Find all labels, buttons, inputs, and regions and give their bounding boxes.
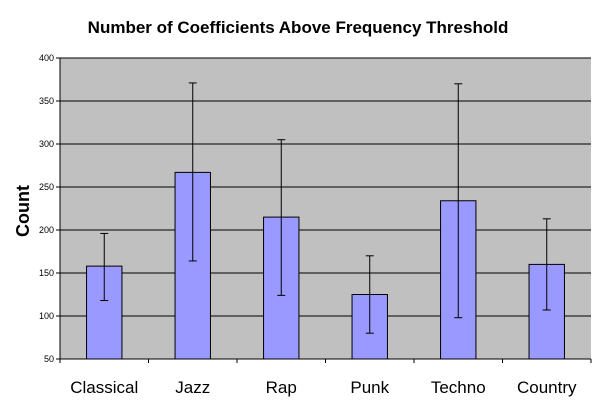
gridlines [60, 57, 591, 317]
error-bar-punk [365, 255, 374, 334]
plot-area [60, 58, 591, 359]
error-bar-techno [454, 83, 463, 319]
x-tick-label-rap: Rap [266, 378, 297, 397]
x-tick-label-classical: Classical [70, 378, 138, 397]
error-bar-rap [277, 139, 286, 296]
y-tick-label: 50 [44, 354, 54, 364]
y-tick-label: 300 [39, 139, 54, 149]
x-tick-labels: Classical Jazz Rap Punk Techno Country [70, 378, 577, 397]
y-axis-label: Count [13, 185, 33, 237]
error-bars [100, 82, 551, 334]
axes [56, 57, 592, 363]
y-tick-label: 150 [39, 268, 54, 278]
y-tick-label: 400 [39, 53, 54, 63]
x-tick-label-jazz: Jazz [175, 378, 210, 397]
x-tick-label-techno: Techno [431, 378, 486, 397]
y-tick-label: 350 [39, 96, 54, 106]
error-bar-country [542, 218, 551, 311]
chart-title: Number of Coefficients Above Frequency T… [88, 18, 509, 37]
x-tick-label-punk: Punk [350, 378, 389, 397]
x-tick-label-country: Country [517, 378, 577, 397]
y-tick-label: 200 [39, 225, 54, 235]
y-tick-label: 100 [39, 311, 54, 321]
y-tick-labels: 50 100 150 200 250 300 350 400 [39, 53, 54, 364]
y-tick-label: 250 [39, 182, 54, 192]
error-bar-classical [100, 232, 109, 302]
error-bar-jazz [188, 82, 197, 262]
